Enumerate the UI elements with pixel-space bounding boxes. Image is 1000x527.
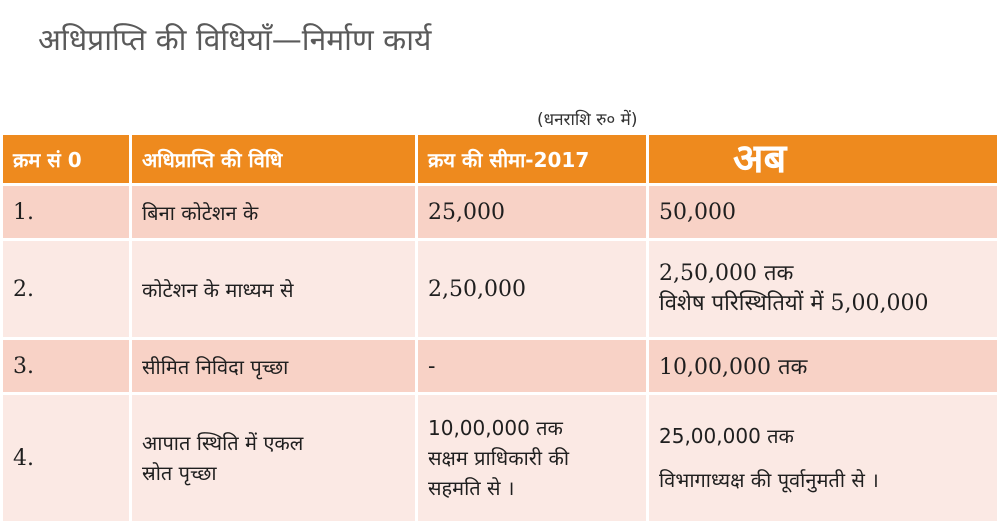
currency-note: (धनराशि रु० में) [537, 110, 638, 130]
cell-serial: 3. [3, 340, 129, 392]
cell-now-line: 2,50,000 तक [659, 261, 794, 286]
cell-now: 25,00,000 तक विभागाध्यक्ष की पूर्वानुमती… [649, 395, 997, 521]
cell-method: सीमित निविदा पृच्छा [132, 340, 415, 392]
cell-limit-line: 10,00,000 तक [428, 416, 563, 440]
cell-limit-2017: 2,50,000 [418, 241, 646, 337]
cell-method-line: स्रोत पृच्छा [142, 461, 217, 485]
table-row: 3. सीमित निविदा पृच्छा - 10,00,000 तक [3, 340, 997, 392]
page-title: अधिप्राप्ति की विधियाँ—निर्माण कार्य [38, 23, 432, 58]
table-row: 2. कोटेशन के माध्यम से 2,50,000 2,50,000… [3, 241, 997, 337]
cell-method: कोटेशन के माध्यम से [132, 241, 415, 337]
header-limit-2017: क्रय की सीमा-2017 [418, 135, 646, 183]
cell-serial: 4. [3, 395, 129, 521]
cell-now: 10,00,000 तक [649, 340, 997, 392]
cell-now-line: विभागाध्यक्ष की पूर्वानुमती से । [659, 468, 879, 492]
cell-limit-2017: - [418, 340, 646, 392]
cell-now: 2,50,000 तक विशेष परिस्थितियों में 5,00,… [649, 241, 997, 337]
header-now: अब [649, 135, 997, 183]
table-row: 4. आपात स्थिति में एकल स्रोत पृच्छा 10,0… [3, 395, 997, 521]
cell-limit-2017: 10,00,000 तक सक्षम प्राधिकारी की सहमति स… [418, 395, 646, 521]
header-serial: क्रम सं 0 [3, 135, 129, 183]
cell-now-line: 25,00,000 तक [659, 424, 794, 448]
cell-limit-line: सहमति से । [428, 476, 515, 500]
cell-method-line: आपात स्थिति में एकल [142, 431, 304, 455]
header-now-label: अब [733, 136, 787, 182]
table-row: 1. बिना कोटेशन के 25,000 50,000 [3, 186, 997, 238]
cell-serial: 2. [3, 241, 129, 337]
cell-now: 50,000 [649, 186, 997, 238]
table-header-row: क्रम सं 0 अधिप्राप्ति की विधि क्रय की सी… [3, 135, 997, 183]
header-method: अधिप्राप्ति की विधि [132, 135, 415, 183]
cell-method: आपात स्थिति में एकल स्रोत पृच्छा [132, 395, 415, 521]
cell-serial: 1. [3, 186, 129, 238]
procurement-table: क्रम सं 0 अधिप्राप्ति की विधि क्रय की सी… [0, 132, 1000, 524]
cell-limit-line: सक्षम प्राधिकारी की [428, 446, 570, 470]
cell-now-line: विशेष परिस्थितियों में 5,00,000 [659, 291, 929, 316]
cell-limit-2017: 25,000 [418, 186, 646, 238]
cell-method: बिना कोटेशन के [132, 186, 415, 238]
